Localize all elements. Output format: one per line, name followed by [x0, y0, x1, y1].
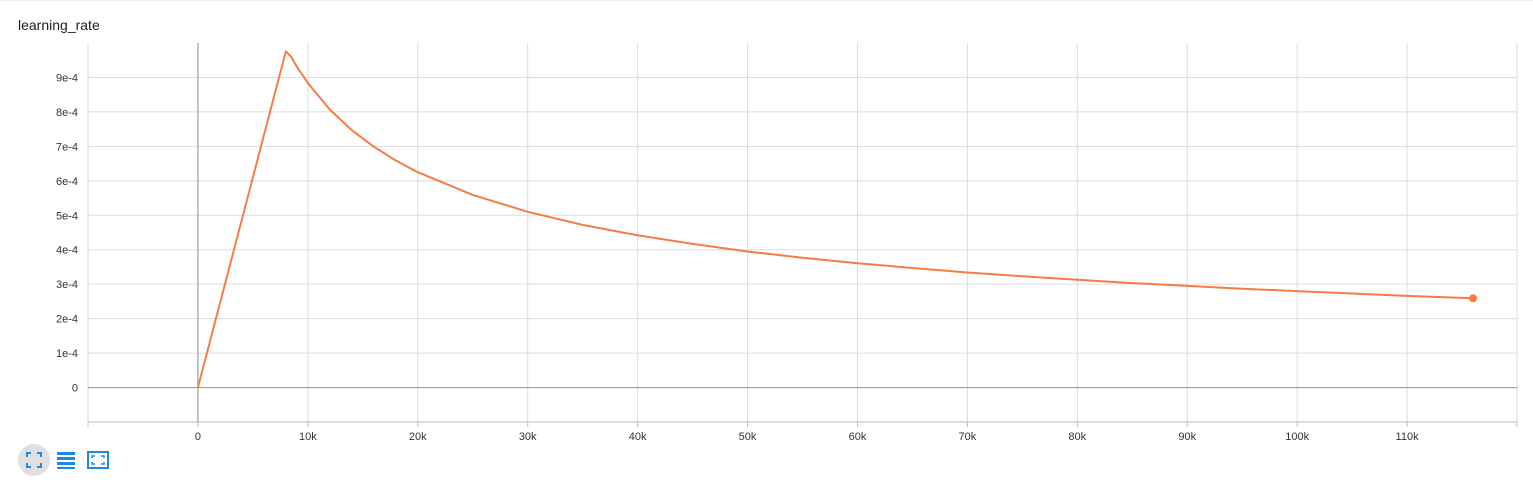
toggle-log-scale-button[interactable] — [50, 444, 82, 476]
y-tick-label: 6e-4 — [56, 176, 78, 188]
y-tick-label: 7e-4 — [56, 141, 78, 153]
x-tick-label: 90k — [1178, 431, 1196, 441]
y-tick-label: 4e-4 — [56, 245, 78, 257]
y-axis-ticks: 0 1e-4 2e-4 3e-4 4e-4 5e-4 6e-4 7e-4 8e-4 9e-4 — [56, 72, 78, 394]
x-tick-label: 40k — [629, 431, 647, 441]
x-tick-label: 80k — [1068, 431, 1086, 441]
y-tick-label: 9e-4 — [56, 72, 78, 84]
y-tick-label: 2e-4 — [56, 314, 78, 326]
y-tick-label: 8e-4 — [56, 107, 78, 119]
list-icon — [57, 452, 75, 469]
chart-title: learning_rate — [18, 17, 100, 33]
x-tick-label: 70k — [959, 431, 977, 441]
fit-screen-icon — [87, 451, 109, 469]
x-tick-label: 0 — [195, 431, 201, 441]
series-last-point — [1469, 294, 1478, 303]
x-tick-label: 50k — [739, 431, 757, 441]
grid — [87, 43, 1518, 422]
axes — [88, 43, 1517, 423]
x-tick-label: 60k — [849, 431, 867, 441]
x-tick-label: 100k — [1285, 431, 1309, 441]
y-tick-label: 5e-4 — [56, 210, 78, 222]
chart-toolbar — [18, 444, 114, 476]
series — [196, 50, 1478, 388]
series-line — [196, 50, 1474, 388]
y-tick-label: 1e-4 — [56, 348, 78, 360]
y-tick-label: 3e-4 — [56, 279, 78, 291]
chart-plot[interactable]: 0 1e-4 2e-4 3e-4 4e-4 5e-4 6e-4 7e-4 8e-4 9e-4 0 1… — [0, 1, 1533, 441]
y-tick-label: 0 — [72, 383, 78, 395]
x-tick-label: 10k — [299, 431, 317, 441]
fit-domain-icon — [26, 452, 42, 468]
x-axis-ticks: 0 10k 20k 30k 40k 50k 60k 70k 80k 90k 100k 110k — [87, 422, 1518, 441]
x-tick-label: 30k — [519, 431, 537, 441]
x-tick-label: 110k — [1396, 431, 1420, 441]
fit-domain-button[interactable] — [18, 444, 50, 476]
x-tick-label: 20k — [409, 431, 427, 441]
zoom-reset-button[interactable] — [82, 444, 114, 476]
